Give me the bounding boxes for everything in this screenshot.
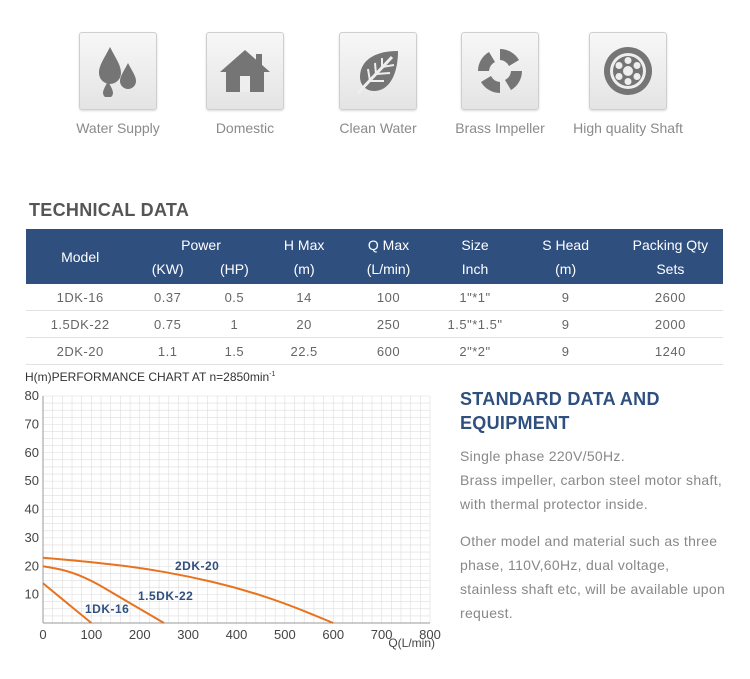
series-line-2dk-20 — [42, 556, 334, 624]
cell-shead: 9 — [513, 337, 618, 365]
leaf-icon — [356, 51, 398, 95]
feature-label: Water Supply — [76, 120, 160, 136]
feature-box — [461, 32, 539, 110]
bearing-icon — [604, 47, 652, 95]
cell-size: 1.5"*1.5" — [436, 310, 514, 338]
cell-kw: 1.1 — [134, 337, 202, 365]
y-tick-label: 60 — [25, 445, 39, 460]
cell-qmax: 100 — [340, 284, 437, 311]
cell-qmax: 600 — [340, 337, 437, 365]
series-line-1dk-16 — [42, 582, 93, 624]
y-tick-label: 10 — [25, 587, 39, 602]
chart-title-sup: -1 — [269, 371, 276, 378]
col-size-unit: Inch — [436, 257, 514, 284]
x-tick-label: 100 — [81, 627, 103, 642]
y-tick-label: 80 — [25, 388, 39, 403]
water-drops-icon — [99, 47, 136, 97]
cell-hp: 1.5 — [201, 337, 268, 365]
cell-kw: 0.75 — [134, 310, 202, 338]
cell-hp: 0.5 — [201, 284, 268, 311]
x-tick-label: 200 — [129, 627, 151, 642]
feature-water-supply: Water Supply — [53, 32, 183, 136]
table-row: 1.5DK-22 0.75 1 20 250 1.5"*1.5" 9 2000 — [26, 310, 723, 338]
y-tick-label: 70 — [25, 416, 39, 431]
feature-box — [339, 32, 417, 110]
col-power: Power — [134, 229, 268, 257]
cell-model: 1.5DK-22 — [26, 310, 135, 338]
feature-shaft: High quality Shaft — [563, 32, 693, 136]
y-tick-label: 40 — [25, 502, 39, 517]
x-tick-label: 700 — [371, 627, 393, 642]
table-header: Model Power H Max Q Max Size S Head Pack… — [26, 229, 723, 284]
feature-icons: Water Supply Domestic Clean Water — [0, 32, 750, 142]
feature-box — [79, 32, 157, 110]
technical-data-title: TECHNICAL DATA — [29, 200, 190, 220]
cell-hmax: 20 — [267, 310, 341, 338]
technical-data-table: Model Power H Max Q Max Size S Head Pack… — [26, 229, 723, 365]
chart-title-text: H(m)PERFORMANCE CHART AT n=2850min — [25, 370, 270, 384]
col-hp: (HP) — [201, 257, 268, 284]
x-tick-label: 600 — [322, 627, 344, 642]
feature-clean-water: Clean Water — [313, 32, 443, 136]
series-label: 2DK-20 — [175, 559, 219, 573]
col-qmax: Q Max — [340, 229, 437, 257]
impeller-icon — [478, 49, 522, 93]
series-label: 1DK-16 — [85, 602, 129, 616]
x-tick-label: 800 — [419, 627, 441, 642]
cell-qmax: 250 — [340, 310, 437, 338]
feature-label: Brass Impeller — [455, 120, 545, 136]
col-kw: (KW) — [134, 257, 202, 284]
standard-line-1: Single phase 220V/50Hz. — [460, 448, 625, 464]
x-tick-label: 300 — [177, 627, 199, 642]
cell-model: 2DK-20 — [26, 337, 135, 365]
x-tick-label: 400 — [226, 627, 248, 642]
col-shead-unit: (m) — [513, 257, 618, 284]
x-axis-label: Q(L/min) — [388, 636, 435, 650]
cell-size: 1"*1" — [436, 284, 514, 311]
standard-line-2: Brass impeller, carbon steel motor shaft… — [460, 472, 723, 512]
cell-kw: 0.37 — [134, 284, 202, 311]
feature-domestic: Domestic — [180, 32, 310, 136]
col-packing-unit: Sets — [617, 257, 723, 284]
series-line-1.5dk-22 — [42, 565, 165, 624]
x-tick-label: 0 — [39, 627, 46, 642]
cell-shead: 9 — [513, 284, 618, 311]
feature-label: High quality Shaft — [573, 120, 683, 136]
x-tick-label: 500 — [274, 627, 296, 642]
feature-brass-impeller: Brass Impeller — [435, 32, 565, 136]
cell-hp: 1 — [201, 310, 268, 338]
cell-shead: 9 — [513, 310, 618, 338]
cell-model: 1DK-16 — [26, 284, 135, 311]
y-tick-label: 50 — [25, 473, 39, 488]
standard-paragraph-2: Other model and material such as three p… — [460, 533, 726, 621]
cell-packing: 1240 — [617, 337, 723, 365]
feature-label: Clean Water — [339, 120, 417, 136]
series-label: 1.5DK-22 — [138, 589, 193, 603]
y-tick-label: 20 — [25, 558, 39, 573]
cell-packing: 2000 — [617, 310, 723, 338]
col-shead: S Head — [513, 229, 618, 257]
col-hmax: H Max — [267, 229, 341, 257]
y-tick-label: 30 — [25, 530, 39, 545]
feature-label: Domestic — [215, 120, 275, 136]
col-qmax-unit: (L/min) — [340, 257, 437, 284]
feature-box — [206, 32, 284, 110]
table-row: 2DK-20 1.1 1.5 22.5 600 2"*2" 9 1240 — [26, 337, 723, 365]
cell-size: 2"*2" — [436, 337, 514, 365]
col-model: Model — [26, 229, 135, 284]
cell-hmax: 22.5 — [267, 337, 341, 365]
feature-box — [589, 32, 667, 110]
col-hmax-unit: (m) — [267, 257, 341, 284]
table-body: 1DK-16 0.37 0.5 14 100 1"*1" 9 2600 1.5D… — [26, 284, 723, 365]
standard-title: STANDARD DATA AND EQUIPMENT — [460, 389, 660, 433]
table-row: 1DK-16 0.37 0.5 14 100 1"*1" 9 2600 — [26, 284, 723, 311]
cell-hmax: 14 — [267, 284, 341, 311]
cell-packing: 2600 — [617, 284, 723, 311]
chart-title: H(m)PERFORMANCE CHART AT n=2850min-1 — [25, 370, 275, 384]
col-packing: Packing Qty — [617, 229, 723, 257]
house-icon — [220, 50, 270, 92]
col-size: Size — [436, 229, 514, 257]
performance-chart: 0 100 200 300 400 500 600 700 800 10 20 30 40 50 60 70 8… — [25, 388, 441, 650]
